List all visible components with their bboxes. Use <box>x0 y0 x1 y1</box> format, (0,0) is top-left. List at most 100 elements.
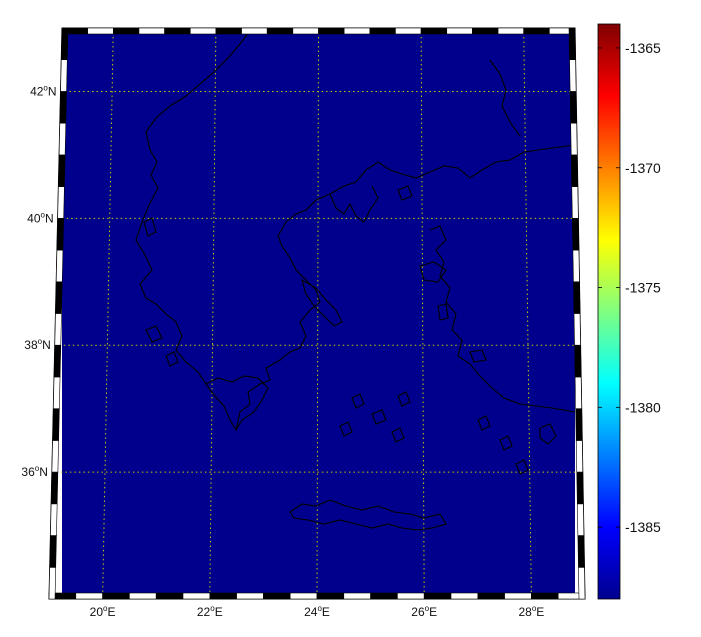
coastline-adriatic-east <box>145 28 253 151</box>
coastline-crete <box>289 499 447 531</box>
frame-segment-top <box>113 27 140 35</box>
frame-segment-right <box>574 376 582 409</box>
coastline-lesbos <box>419 261 447 283</box>
frame-segment-bottom <box>397 592 425 600</box>
frame-segment-left <box>60 27 69 61</box>
y-axis-labels: 36oN 38oN 40oN 42oN <box>21 83 56 479</box>
frame-segment-top <box>523 27 550 35</box>
frame-segment-top <box>266 27 294 35</box>
coastline-black-sea <box>489 59 521 137</box>
frame-segment-bottom <box>423 592 452 600</box>
frame-segment-bottom <box>236 592 264 600</box>
frame-segment-right <box>569 91 577 124</box>
frame-segment-top <box>87 27 114 35</box>
coastline-dodecanese-3 <box>515 459 529 475</box>
coastline-cyclades-4 <box>391 427 405 443</box>
frame-segment-bottom <box>155 592 184 600</box>
y-tick-label-40: 40oN <box>27 210 53 225</box>
frame-segment-left <box>52 408 60 441</box>
frame-segment-left <box>56 218 64 251</box>
x-axis-labels: 20oE 22oE 24oE 26oE 28oE <box>90 604 545 619</box>
colorbar-tick-label: -1380 <box>625 399 661 415</box>
frame-segment-right <box>574 344 582 378</box>
gridline-lon-24 <box>316 27 319 600</box>
frame-segment-bottom <box>531 592 559 600</box>
colorbar-tick-label: -1365 <box>625 40 661 56</box>
x-tick-label-28: 28oE <box>518 604 544 619</box>
frame-segment-right <box>577 535 585 568</box>
frame-segment-left <box>54 313 62 346</box>
frame-segment-top <box>395 27 422 35</box>
frame-segment-left <box>55 281 63 314</box>
frame-segment-bottom <box>209 592 237 600</box>
coastline-rhodes <box>539 423 557 445</box>
colorbar-tick-label: -1385 <box>625 519 661 535</box>
frame-segment-right <box>572 218 580 251</box>
coastline-euboea <box>301 278 343 327</box>
x-tick-label-22: 22oE <box>197 604 223 619</box>
frame-segment-top <box>343 27 371 35</box>
frame-segment-left <box>53 376 61 409</box>
colorbar-gradient <box>597 23 621 600</box>
frame-segment-top <box>215 27 242 35</box>
coastlines <box>135 28 575 531</box>
frame-segment-left <box>58 122 67 156</box>
frame-segment-top <box>241 27 268 35</box>
frame-segment-right <box>576 471 584 505</box>
colorbar-tick-label: -1375 <box>625 280 661 296</box>
frame-segment-left <box>49 535 57 568</box>
x-tick-label-24: 24oE <box>304 604 330 619</box>
x-tick-label-26: 26oE <box>411 604 437 619</box>
y-tick-label-38: 38oN <box>24 337 50 352</box>
frame-segment-bottom <box>75 592 103 600</box>
colorbar-ticks: -1365 -1370 -1375 -1380 -1385 <box>598 40 661 535</box>
frame-segment-bottom <box>504 592 532 600</box>
frame-segment-top <box>497 27 524 35</box>
frame-segment-top <box>318 27 345 35</box>
frame-segment-right <box>570 154 579 187</box>
frame-segment-bottom <box>477 592 505 600</box>
coastline-dodecanese-1 <box>477 415 491 431</box>
coastline-cyclades-2 <box>371 409 387 425</box>
coastline-albania-greece-west <box>135 149 301 432</box>
coastline-chalkidiki <box>329 185 379 223</box>
frame-segment-left <box>48 566 57 600</box>
frame-segment-right <box>573 281 581 314</box>
coastline-peloponnese <box>205 375 269 431</box>
frame-segment-left <box>51 440 59 473</box>
frame-segment-right <box>570 122 578 156</box>
frame-segment-bottom <box>450 592 479 600</box>
frame-segment-left <box>50 471 59 505</box>
frame-segment-top <box>472 27 499 35</box>
frame-segment-bottom <box>370 592 398 600</box>
frame-segment-right <box>571 186 579 219</box>
coastline-samos <box>469 349 487 363</box>
frame-segment-left <box>55 249 64 283</box>
gridline-lon-26 <box>420 27 425 600</box>
frame-segment-top <box>420 27 448 35</box>
frame-segment-top <box>138 27 165 35</box>
colorbar: -1365 -1370 -1375 -1380 -1385 <box>597 23 661 600</box>
graticule <box>51 27 583 600</box>
frame-segment-right <box>568 27 576 61</box>
frame-border <box>48 27 586 600</box>
frame-segment-bottom <box>343 592 371 600</box>
coastline-thasos <box>397 185 413 201</box>
frame-segment-right <box>572 249 580 283</box>
frame-segment-bottom <box>263 592 291 600</box>
y-tick-label-36: 36oN <box>21 464 47 479</box>
y-tick-label-42: 42oN <box>30 83 56 98</box>
frame-segment-top <box>164 27 191 35</box>
frame-segment-right <box>569 59 577 92</box>
frame-segment-left <box>57 186 65 219</box>
coastline-cyclades-3 <box>397 391 411 407</box>
frame-segment-bottom <box>182 592 211 600</box>
frame-segment-top <box>446 27 473 35</box>
frame-segment-bottom <box>129 592 157 600</box>
coastline-kefalonia <box>145 325 163 343</box>
frame-segment-bottom <box>316 592 345 600</box>
coastline-cyclades-1 <box>351 393 365 409</box>
gridline-lon-20 <box>102 27 114 600</box>
frame-segment-left <box>58 154 66 187</box>
coastline-corfu <box>143 217 157 237</box>
